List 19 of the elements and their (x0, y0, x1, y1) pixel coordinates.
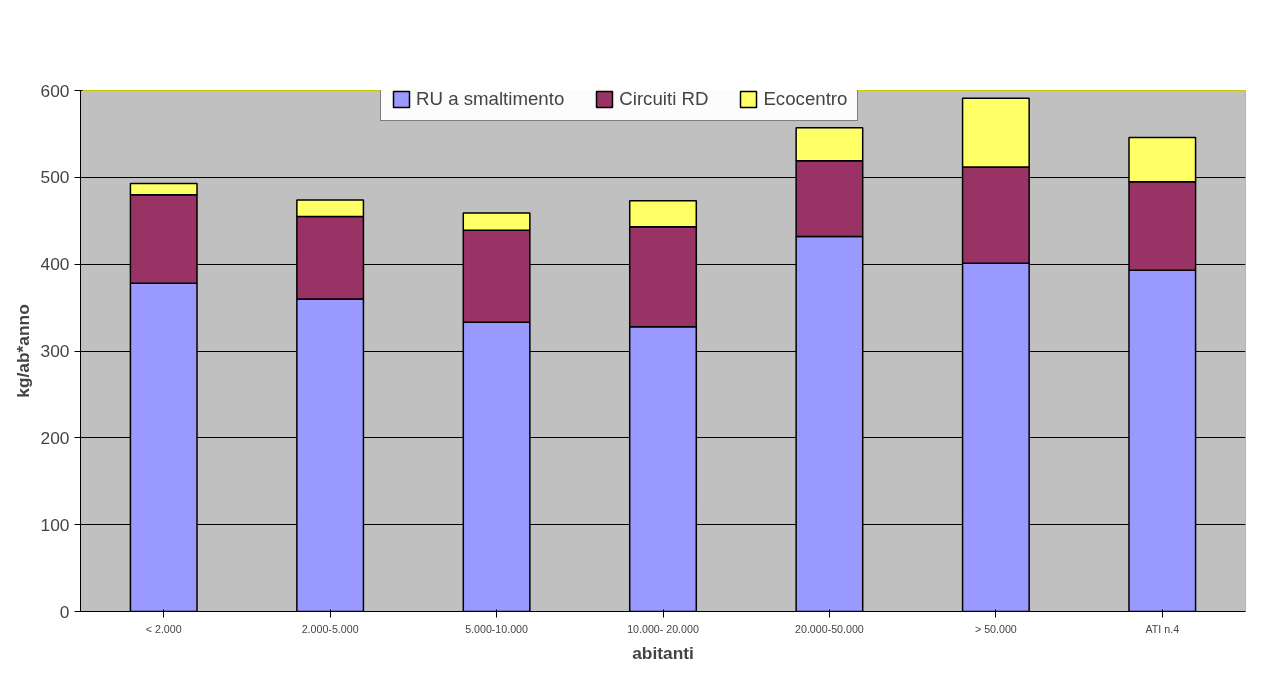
x-tick-label: 10.000- 20.000 (627, 622, 699, 635)
x-tick-label: < 2.000 (145, 622, 182, 635)
y-axis-title: kg/ab*anno (12, 304, 33, 398)
legend-label: RU a smaltimento (416, 89, 565, 110)
x-tick-label: 20.000-50.000 (795, 622, 864, 635)
legend-label: Ecocentro (763, 89, 848, 110)
y-tick-label: 600 (40, 80, 70, 101)
y-tick-label: 100 (40, 514, 70, 535)
y-tick-label: 300 (40, 341, 70, 361)
x-tick-label: 5.000-10.000 (465, 622, 529, 635)
y-tick-label: 500 (40, 167, 70, 188)
x-axis-title: abitanti (632, 642, 694, 663)
y-tick-label: 400 (40, 254, 70, 275)
legend-label: Circuiti RD (619, 89, 709, 110)
y-tick-label: 200 (40, 427, 70, 448)
x-tick-label: 2.000-5.000 (301, 622, 359, 635)
x-tick-label: > 50.000 (974, 622, 1017, 635)
y-tick-label: 0 (59, 601, 70, 622)
x-tick-label: ATI n.4 (1145, 622, 1180, 635)
